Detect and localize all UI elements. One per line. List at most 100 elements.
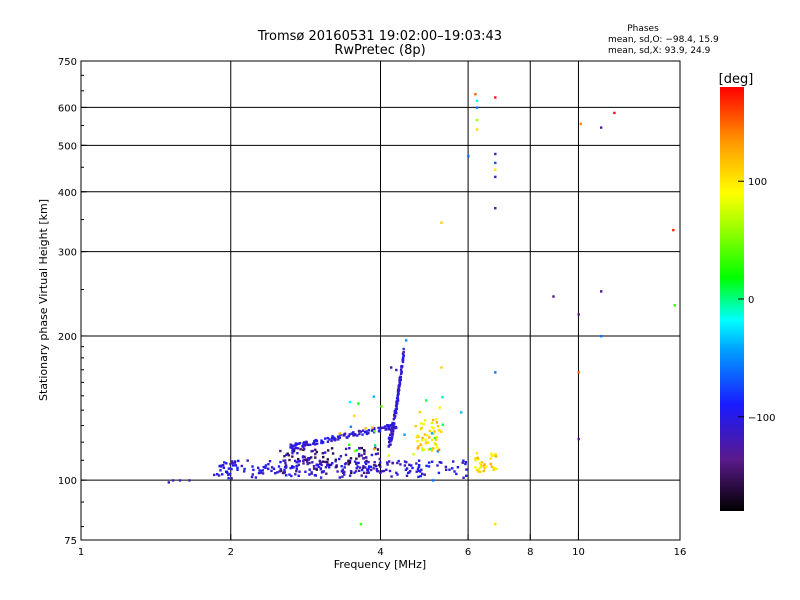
data-point [295, 461, 298, 464]
data-point [288, 458, 291, 462]
data-point [243, 467, 246, 471]
data-point [307, 456, 310, 460]
data-point [427, 461, 431, 464]
data-point [312, 442, 315, 445]
data-point [313, 440, 316, 443]
data-point [322, 441, 325, 444]
data-point [436, 425, 440, 428]
data-point [388, 428, 391, 431]
data-point [367, 460, 370, 464]
data-point [301, 445, 304, 448]
phase-line-x: mean, sd,X: 93.9, 24.9 [608, 46, 711, 56]
data-point [257, 466, 260, 469]
data-point [365, 459, 368, 463]
data-point [353, 449, 357, 453]
data-point [282, 459, 285, 462]
data-point [394, 408, 398, 411]
data-point [427, 448, 431, 451]
data-point [306, 460, 309, 463]
data-point [340, 465, 343, 468]
data-point [292, 450, 296, 453]
data-point [358, 469, 361, 472]
data-point [577, 437, 580, 441]
data-point [338, 457, 341, 461]
y-tick-label: 100 [58, 476, 77, 487]
data-point [348, 459, 352, 463]
data-point [261, 469, 264, 472]
data-point [310, 472, 313, 475]
data-point [307, 458, 310, 461]
data-point [349, 457, 353, 460]
data-point [372, 447, 376, 451]
data-point [338, 436, 341, 439]
data-point [415, 462, 418, 465]
data-point [401, 360, 405, 364]
data-point [405, 467, 409, 470]
data-point [388, 439, 392, 443]
data-point [329, 463, 333, 467]
data-point [331, 452, 335, 455]
data-point [294, 443, 298, 447]
data-point [403, 464, 407, 467]
data-point [277, 465, 281, 468]
data-point [335, 465, 338, 468]
data-point [432, 432, 435, 435]
data-point [231, 461, 234, 465]
data-point [283, 471, 286, 474]
data-point [252, 468, 255, 472]
data-point [370, 429, 374, 432]
data-point [403, 460, 407, 463]
data-point [405, 474, 409, 477]
data-point [342, 434, 346, 437]
data-point [326, 458, 329, 461]
y-tick-label: 75 [64, 536, 77, 547]
data-point [440, 366, 443, 369]
data-point [402, 347, 405, 351]
data-point [378, 429, 381, 432]
data-point [390, 366, 393, 369]
colorbar-tick-label: 0 [748, 295, 754, 306]
data-point [392, 422, 395, 425]
data-point [425, 399, 428, 402]
data-point [344, 462, 348, 465]
data-point [490, 454, 493, 458]
data-point [389, 436, 393, 440]
data-point [365, 430, 368, 433]
data-point [353, 460, 357, 463]
data-point [388, 469, 392, 473]
data-point [367, 431, 370, 435]
data-point [409, 469, 412, 473]
data-point [417, 465, 421, 469]
data-point [383, 425, 387, 428]
data-point [445, 468, 448, 471]
data-point [389, 443, 392, 446]
data-point [401, 352, 405, 355]
data-point [477, 467, 480, 471]
data-point [315, 439, 319, 442]
data-point [408, 463, 411, 466]
data-point [370, 453, 374, 457]
data-point [391, 432, 395, 435]
data-point [385, 468, 388, 471]
colorbar-tick-label: 100 [748, 177, 767, 188]
data-point [435, 421, 438, 424]
data-point [379, 471, 382, 475]
phase-line-o: mean, sd,O: −98.4, 15.9 [608, 35, 719, 45]
data-point [391, 427, 394, 431]
colorbar: [deg] 100 0 −100 [719, 72, 775, 511]
data-point [476, 456, 479, 459]
data-point [318, 459, 321, 463]
data-point [344, 453, 348, 457]
data-point [363, 431, 367, 434]
data-point [314, 442, 317, 446]
data-point [411, 466, 414, 470]
data-point [401, 358, 404, 361]
data-point [358, 432, 361, 436]
phase-stats: Phases mean, sd,O: −98.4, 15.9 mean, sd,… [608, 24, 719, 56]
data-point [320, 439, 323, 442]
data-point [476, 468, 479, 472]
data-point [167, 481, 170, 484]
y-tick-label: 400 [58, 188, 77, 199]
data-point [228, 472, 232, 476]
data-point [382, 426, 385, 429]
